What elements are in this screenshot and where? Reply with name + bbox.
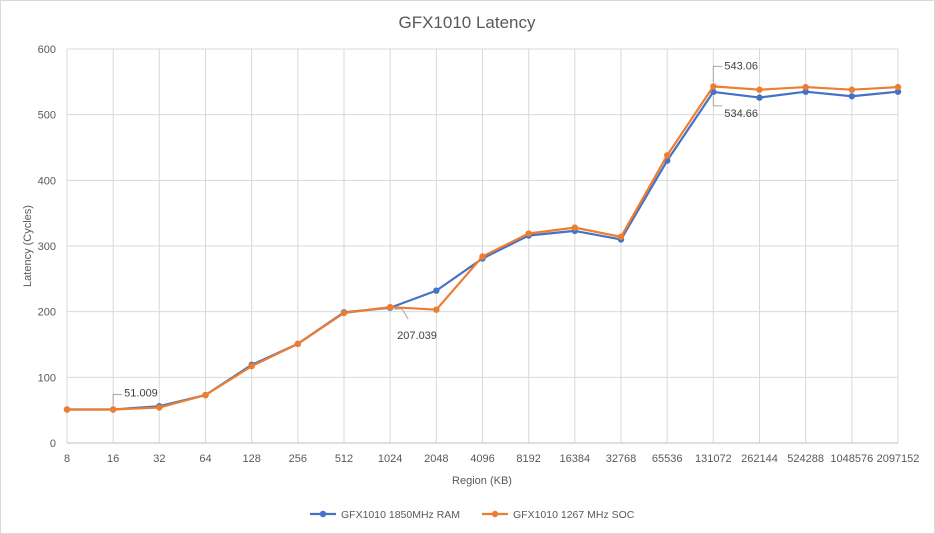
y-axis-ticks: 0 100 200 300 400 500 600 [38,44,56,450]
data-point [202,391,209,399]
data-point [617,233,625,241]
x-tick-label: 64 [199,453,211,465]
x-tick-label: 16384 [560,453,591,465]
x-axis-ticks: 8 16 32 64 128 256 512 1024 2048 4096 8192 16384 327… [64,453,919,465]
x-tick-label: 8192 [516,453,540,465]
y-axis-label: Latency (Cycles) [22,205,34,287]
data-point [756,94,763,101]
y-tick-label: 300 [38,241,56,253]
y-tick-label: 500 [38,110,56,122]
x-tick-label: 32 [153,453,165,465]
data-point [479,253,486,260]
x-tick-label: 1024 [378,453,402,465]
legend-label: GFX1010 1850MHz RAM [341,509,460,521]
chart-title: GFX1010 Latency [398,13,536,32]
y-tick-label: 200 [38,307,56,319]
data-point [248,362,255,370]
data-point [894,83,902,91]
series-2 [63,83,902,413]
x-tick-label: 1048576 [830,453,873,465]
x-tick-label: 512 [335,453,353,465]
data-point [433,306,440,313]
annotations-group: 51.009 207.039 543.06 534.66 [112,60,758,406]
x-tick-label: 2097152 [877,453,920,465]
legend-marker [319,510,327,518]
leader-line [712,95,723,107]
x-tick-label: 32768 [606,453,637,465]
y-tick-label: 400 [38,175,56,187]
x-tick-label: 128 [242,453,260,465]
x-tick-label: 8 [64,453,70,465]
x-tick-label: 65536 [652,453,683,465]
x-tick-label: 262144 [741,453,778,465]
x-axis-label: Region (KB) [452,475,512,487]
grid-lines [66,48,899,444]
data-point [386,303,394,311]
series-group [63,83,902,413]
x-tick-label: 131072 [695,453,732,465]
data-label: 534.66 [724,108,758,120]
data-point [848,86,856,93]
legend-marker [491,510,499,518]
data-point [894,88,902,95]
data-point [294,340,302,348]
x-tick-label: 4096 [470,453,494,465]
data-point [571,224,579,231]
data-label: 543.06 [724,60,758,72]
legend: GFX1010 1850MHz RAM GFX1010 1267 MHz SOC [310,509,635,521]
data-point [63,406,71,413]
data-point [340,309,348,317]
data-point [848,93,856,100]
data-point [756,86,763,93]
x-tick-label: 2048 [424,453,448,465]
data-point [525,230,532,237]
data-point [663,152,671,159]
data-point [156,404,163,411]
y-tick-label: 600 [38,44,56,56]
leader-line [112,394,123,406]
data-label: 51.009 [124,388,158,400]
x-tick-label: 524288 [787,453,824,465]
data-point [710,83,717,90]
y-tick-label: 0 [50,438,56,450]
y-tick-label: 100 [38,372,56,384]
leader-line [712,65,723,83]
x-tick-label: 256 [289,453,307,465]
data-point [109,406,117,413]
legend-label: GFX1010 1267 MHz SOC [513,509,635,521]
data-point [802,88,809,95]
data-point [433,287,440,294]
data-label: 207.039 [397,330,437,342]
data-point [802,83,809,91]
leader-line [394,308,409,320]
x-tick-label: 16 [107,453,119,465]
